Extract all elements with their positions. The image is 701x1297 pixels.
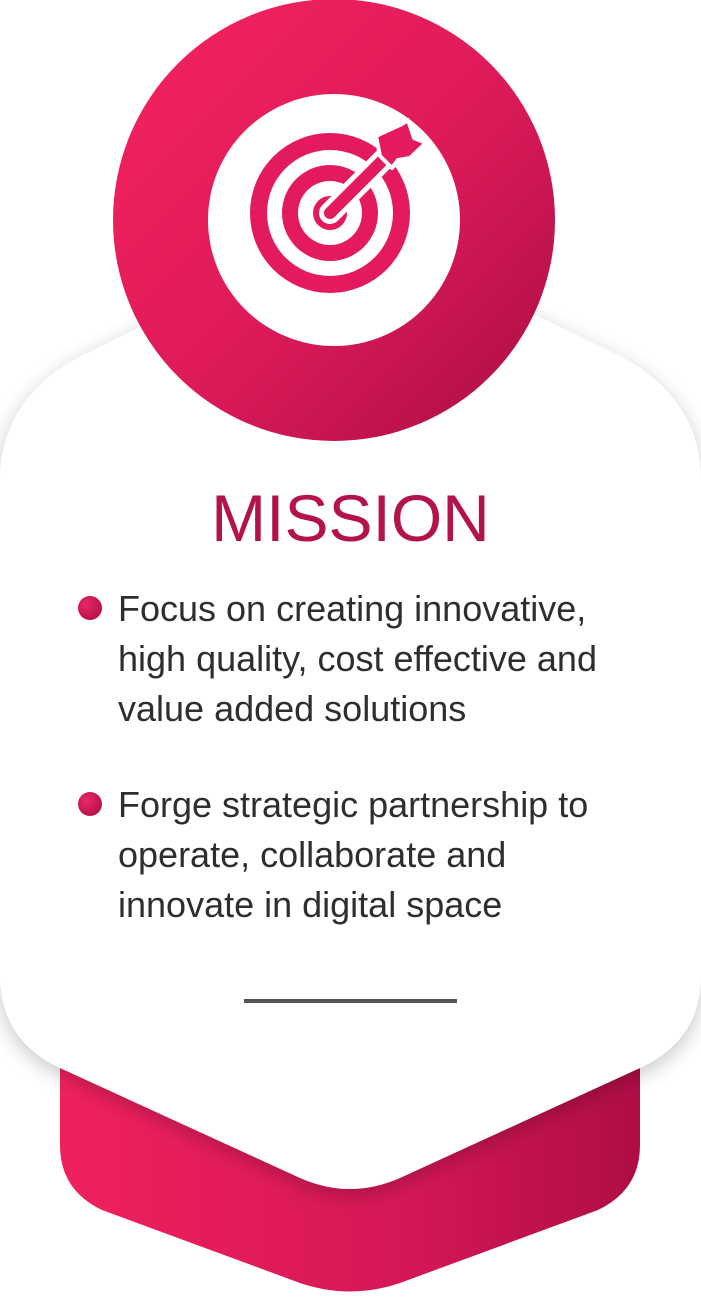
list-item: Focus on creating innovative, high quali…	[78, 584, 638, 734]
divider	[244, 999, 457, 1003]
bullet-dot-icon	[78, 596, 102, 620]
card-panel	[0, 225, 701, 1189]
bullet-text: Forge strategic partnership to operate, …	[118, 784, 589, 925]
bullet-dot-icon	[78, 792, 102, 816]
bullet-text: Focus on creating innovative, high quali…	[118, 588, 597, 729]
target-arrow-icon	[250, 118, 428, 293]
list-item: Forge strategic partnership to operate, …	[78, 780, 638, 930]
card-title: MISSION	[211, 481, 490, 555]
bullet-list: Focus on creating innovative, high quali…	[78, 584, 638, 930]
